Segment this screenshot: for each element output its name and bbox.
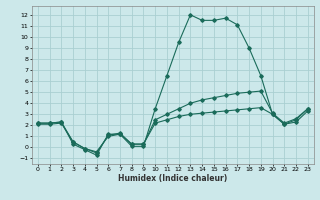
X-axis label: Humidex (Indice chaleur): Humidex (Indice chaleur) [118, 174, 228, 183]
